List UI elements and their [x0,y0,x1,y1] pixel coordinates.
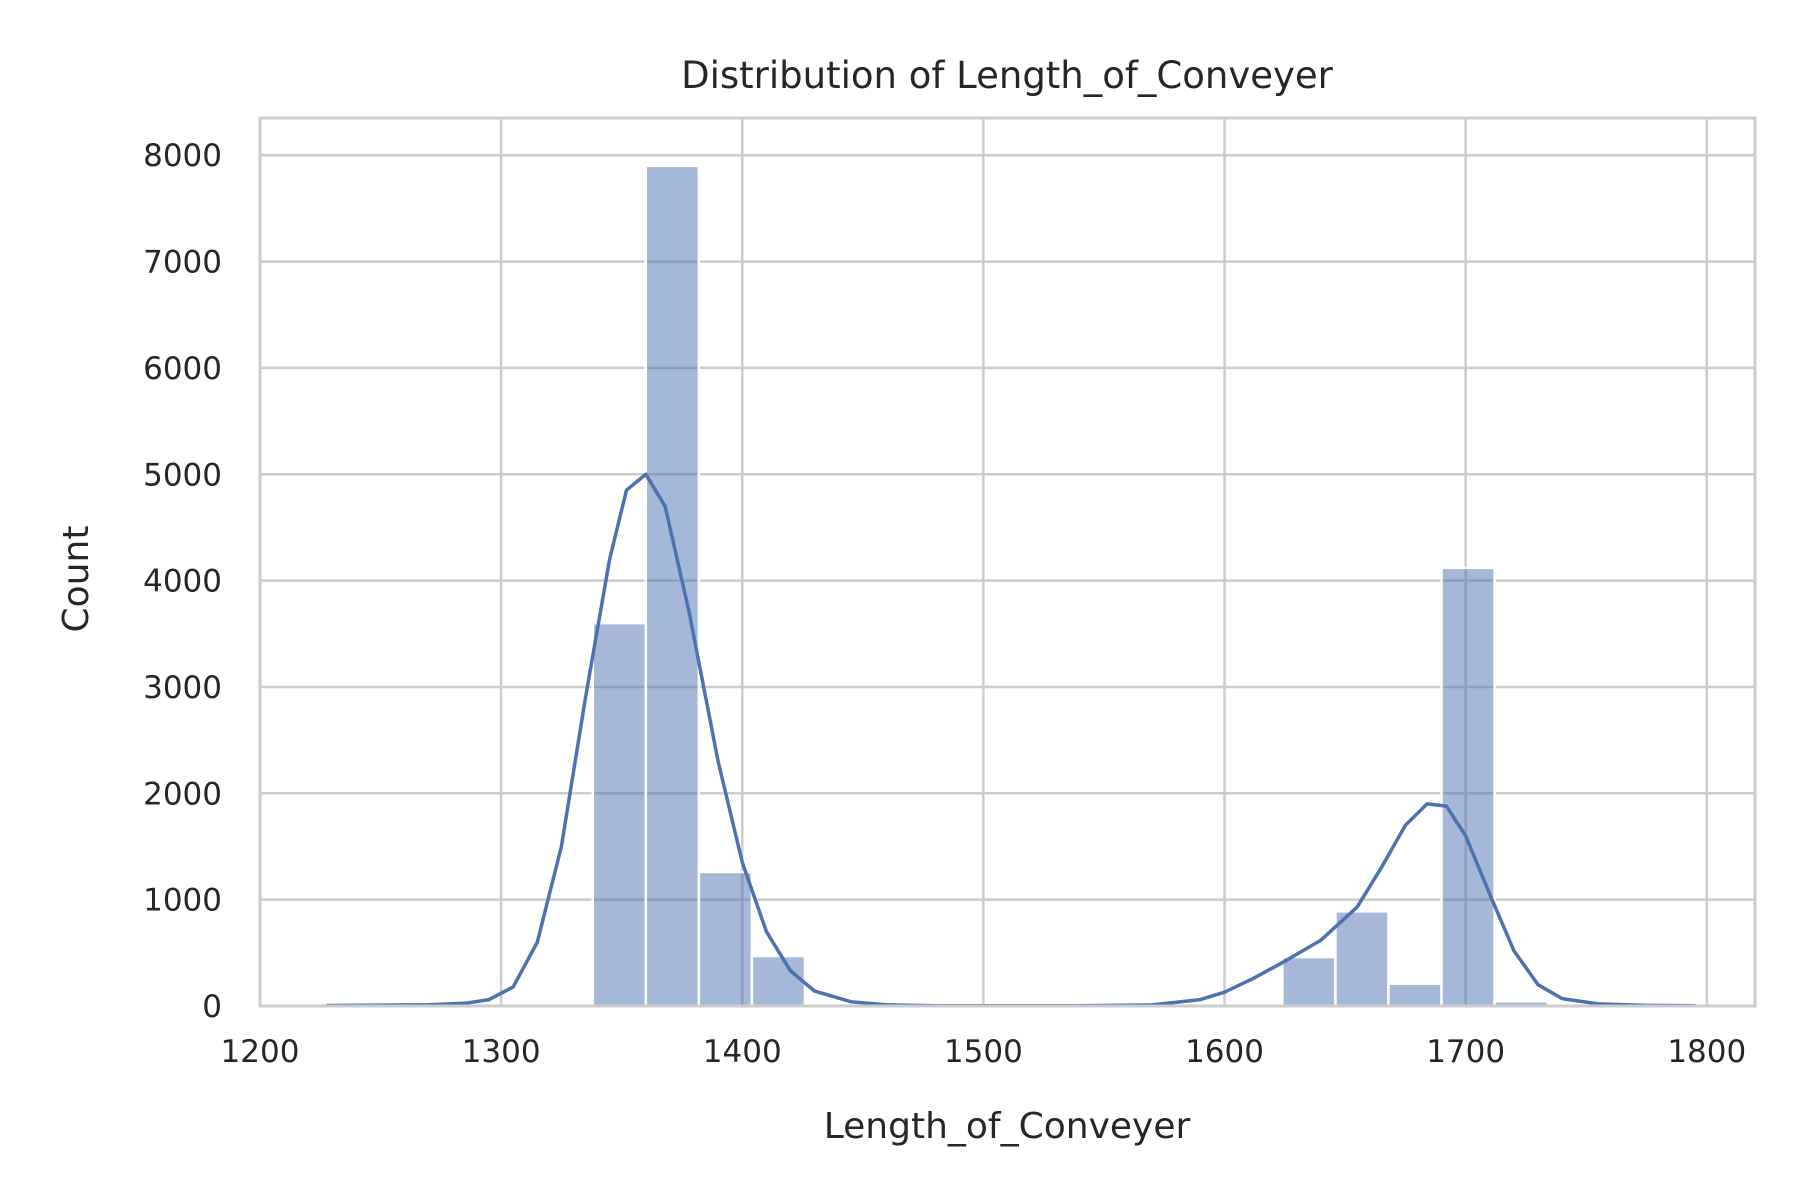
x-tick-label: 1500 [944,1034,1023,1070]
histogram-bar [644,164,701,1008]
x-axis-ticks: 1200 1300 1400 1500 1600 1700 1800 [221,1034,1747,1070]
histogram-bar [1334,910,1390,1008]
chart-title: Distribution of Length_of_Conveyer [681,54,1334,97]
y-axis-ticks: 0 1000 2000 3000 4000 5000 6000 7000 8000 [143,138,222,1025]
plot-background [260,118,1755,1006]
y-tick-label: 3000 [143,670,222,706]
histogram-bar [697,870,754,1008]
y-tick-label: 4000 [143,564,222,600]
y-tick-label: 0 [202,989,222,1025]
x-axis-label: Length_of_Conveyer [824,1106,1191,1147]
grid-lines [260,118,1755,1006]
histogram-bar [1281,955,1337,1008]
x-tick-label: 1300 [462,1034,541,1070]
x-tick-label: 1400 [703,1034,782,1070]
y-tick-label: 5000 [143,457,222,493]
y-tick-label: 6000 [143,351,222,387]
y-tick-label: 2000 [143,776,222,812]
x-tick-label: 1600 [1185,1034,1264,1070]
y-axis-label: Count [56,526,97,633]
histogram-bar [750,954,807,1008]
histogram-bar [1440,566,1496,1008]
y-tick-label: 1000 [143,883,222,919]
x-tick-label: 1800 [1667,1034,1746,1070]
histogram-bar [1387,982,1443,1008]
plot-frame [258,116,1757,1008]
plot-area [258,116,1757,1008]
histogram-bar [591,621,648,1008]
y-tick-label: 7000 [143,245,222,281]
x-tick-label: 1200 [221,1034,300,1070]
x-tick-label: 1700 [1426,1034,1505,1070]
y-tick-label: 8000 [143,138,222,174]
